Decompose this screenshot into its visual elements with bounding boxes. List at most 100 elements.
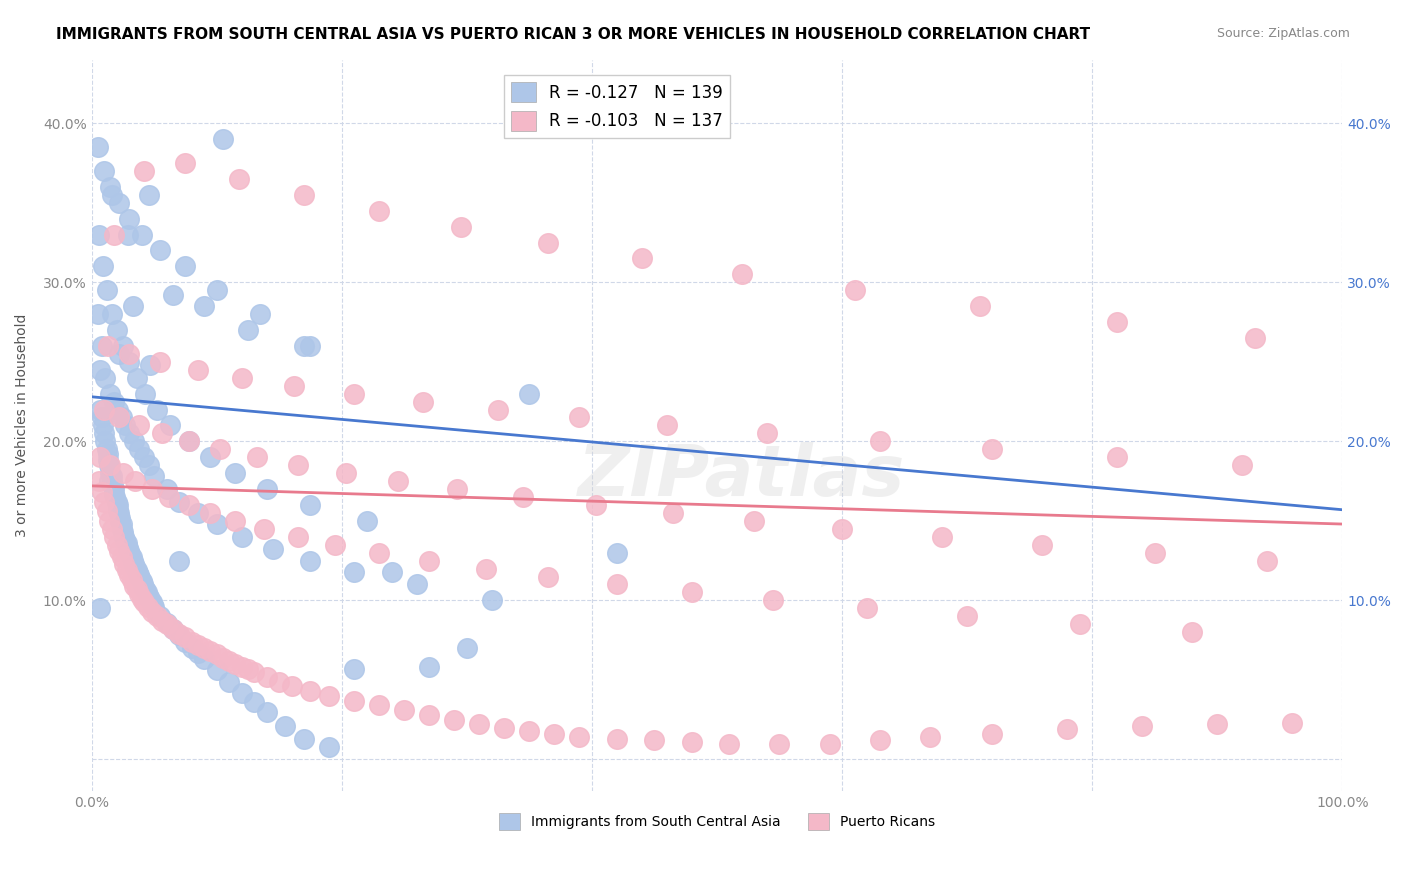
- Point: [162, 622, 184, 636]
- Point: [108, 347, 131, 361]
- Point: [236, 662, 259, 676]
- Point: [1232, 458, 1254, 473]
- Point: [212, 650, 235, 665]
- Point: [167, 554, 190, 568]
- Point: [818, 737, 841, 751]
- Point: [274, 719, 297, 733]
- Point: [981, 442, 1004, 457]
- Point: [101, 479, 124, 493]
- Point: [299, 339, 322, 353]
- Point: [494, 721, 516, 735]
- Point: [108, 506, 131, 520]
- Point: [292, 339, 315, 353]
- Point: [343, 693, 366, 707]
- Point: [89, 601, 111, 615]
- Point: [100, 179, 122, 194]
- Point: [90, 339, 112, 353]
- Point: [100, 458, 122, 473]
- Point: [111, 550, 134, 565]
- Point: [150, 614, 173, 628]
- Point: [180, 641, 202, 656]
- Point: [831, 522, 853, 536]
- Point: [100, 474, 122, 488]
- Point: [125, 370, 148, 384]
- Point: [209, 442, 232, 457]
- Point: [1281, 715, 1303, 730]
- Point: [100, 307, 122, 321]
- Point: [869, 733, 891, 747]
- Point: [662, 506, 685, 520]
- Point: [731, 268, 754, 282]
- Point: [117, 541, 139, 555]
- Point: [89, 402, 111, 417]
- Point: [1107, 315, 1129, 329]
- Point: [105, 495, 128, 509]
- Point: [718, 737, 741, 751]
- Point: [107, 402, 129, 417]
- Point: [474, 561, 496, 575]
- Point: [167, 495, 190, 509]
- Point: [606, 546, 628, 560]
- Point: [107, 498, 129, 512]
- Point: [100, 522, 122, 536]
- Point: [262, 542, 284, 557]
- Point: [174, 156, 197, 170]
- Point: [236, 323, 259, 337]
- Point: [128, 568, 150, 582]
- Point: [585, 498, 607, 512]
- Point: [343, 565, 366, 579]
- Point: [117, 227, 139, 242]
- Point: [94, 434, 117, 449]
- Point: [450, 219, 472, 234]
- Point: [91, 418, 114, 433]
- Point: [118, 355, 141, 369]
- Point: [142, 598, 165, 612]
- Point: [149, 355, 172, 369]
- Point: [134, 450, 156, 465]
- Point: [1143, 546, 1166, 560]
- Point: [405, 577, 427, 591]
- Point: [356, 514, 378, 528]
- Point: [132, 577, 155, 591]
- Point: [136, 599, 159, 614]
- Point: [224, 514, 246, 528]
- Point: [517, 386, 540, 401]
- Point: [125, 582, 148, 597]
- Point: [157, 490, 180, 504]
- Point: [299, 554, 322, 568]
- Point: [956, 609, 979, 624]
- Point: [981, 727, 1004, 741]
- Point: [134, 386, 156, 401]
- Point: [118, 544, 141, 558]
- Point: [118, 568, 141, 582]
- Point: [174, 630, 197, 644]
- Point: [744, 514, 766, 528]
- Point: [103, 482, 125, 496]
- Point: [205, 516, 228, 531]
- Point: [125, 563, 148, 577]
- Point: [104, 490, 127, 504]
- Point: [111, 524, 134, 539]
- Point: [568, 410, 591, 425]
- Point: [167, 627, 190, 641]
- Point: [103, 487, 125, 501]
- Point: [111, 410, 134, 425]
- Point: [643, 733, 665, 747]
- Point: [512, 490, 534, 504]
- Point: [112, 557, 135, 571]
- Point: [93, 426, 115, 441]
- Point: [253, 522, 276, 536]
- Point: [1206, 717, 1229, 731]
- Point: [128, 418, 150, 433]
- Point: [87, 140, 110, 154]
- Point: [481, 593, 503, 607]
- Point: [412, 394, 434, 409]
- Point: [121, 573, 143, 587]
- Point: [107, 502, 129, 516]
- Point: [110, 510, 132, 524]
- Point: [1181, 625, 1204, 640]
- Point: [299, 684, 322, 698]
- Point: [205, 283, 228, 297]
- Point: [231, 370, 253, 384]
- Point: [87, 307, 110, 321]
